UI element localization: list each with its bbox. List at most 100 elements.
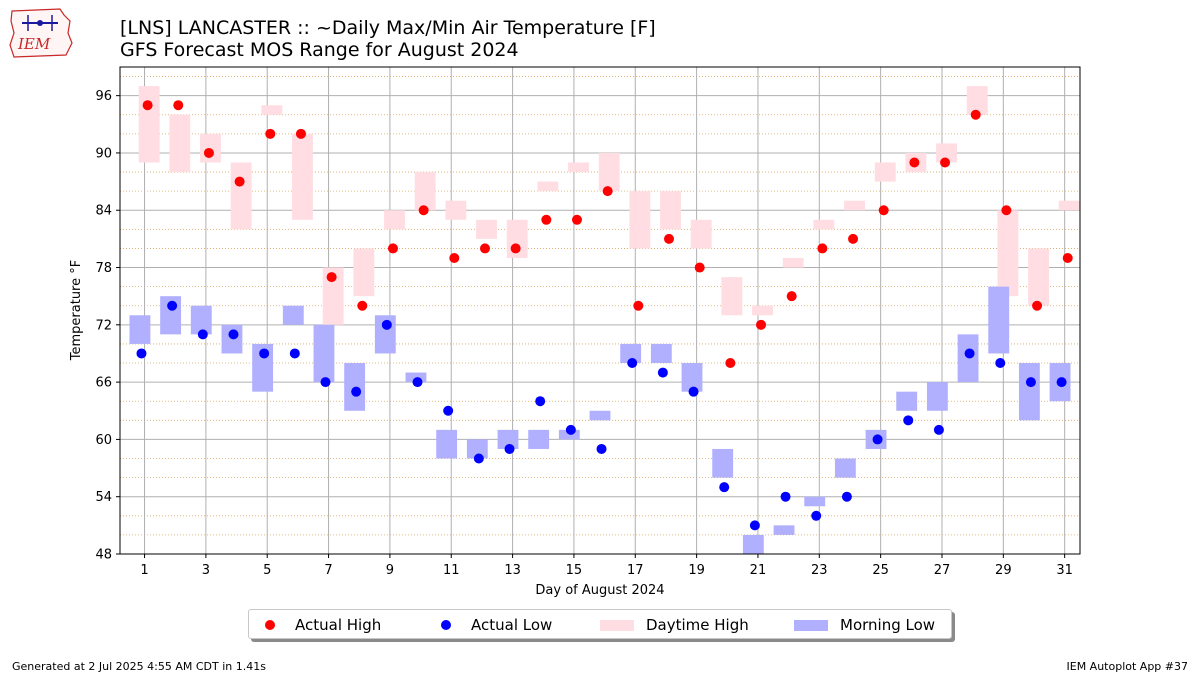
x-axis-label: Day of August 2024 <box>535 583 664 598</box>
actual-low-point <box>228 329 239 340</box>
daytime-high-range-bar <box>874 162 896 182</box>
actual-low-point <box>596 443 607 454</box>
actual-low-point <box>903 415 914 426</box>
y-axis-label: Temperature °F <box>69 260 84 361</box>
daytime-high-range-bar <box>138 86 160 163</box>
actual-low-point <box>167 300 178 311</box>
daytime-high-range-bar <box>782 257 804 268</box>
daytime-high-range-bar <box>660 191 681 230</box>
actual-low-point <box>841 491 852 502</box>
daytime-high-range-bar <box>813 219 835 230</box>
morning-low-range-bar <box>650 343 672 364</box>
morning-low-range-bar <box>466 439 488 459</box>
daytime-high-range-bar <box>629 191 651 249</box>
daytime-high-range-bar <box>537 181 559 192</box>
y-tick-label: 54 <box>95 490 112 505</box>
actual-low-point <box>565 424 576 435</box>
daytime-high-range-bar <box>169 114 191 173</box>
actual-high-point <box>848 233 859 244</box>
daytime-high-range-bar <box>690 219 712 249</box>
morning-low-range-bar <box>221 324 243 354</box>
actual-high-point <box>479 243 490 254</box>
chart-legend: Actual High Actual Low Daytime High Morn… <box>248 609 952 639</box>
daytime-high-range-bar <box>384 210 405 230</box>
plot-frame <box>119 66 1081 555</box>
x-tick-label: 13 <box>504 563 521 578</box>
actual-low-point <box>657 367 668 378</box>
daytime-high-range-bar <box>721 277 743 316</box>
daytime-high-range-bar <box>230 162 252 230</box>
actual-low-point <box>504 443 515 454</box>
x-tick-label: 17 <box>627 563 644 578</box>
daytime-high-range-bar <box>568 162 589 173</box>
temperature-chart: 1 3 5 7 9 11 13 15 17 19 21 23 25 27 29 31 485460667278… <box>69 66 1081 598</box>
daytime-high-range-bar <box>445 200 467 220</box>
morning-low-range-bar <box>988 286 1010 354</box>
y-tick-label: 78 <box>95 261 112 276</box>
legend-label-morning-low: Morning Low <box>840 616 936 634</box>
actual-high-point <box>203 147 214 158</box>
chart-subtitle: GFS Forecast MOS Range for August 2024 <box>120 39 519 61</box>
actual-high-point <box>418 205 429 216</box>
actual-high-points <box>142 100 1073 369</box>
actual-low-point <box>259 348 270 359</box>
actual-low-point <box>688 386 699 397</box>
actual-high-point <box>940 157 951 168</box>
actual-low-point <box>535 396 546 407</box>
morning-low-range-bar <box>681 363 703 392</box>
actual-high-point <box>571 214 582 225</box>
actual-low-point <box>1056 377 1067 388</box>
legend-marker-daytime-high <box>600 619 634 631</box>
x-tick-label: 31 <box>1056 563 1073 578</box>
actual-low-point <box>811 510 822 521</box>
actual-low-point <box>964 348 975 359</box>
morning-low-ranges <box>129 286 1071 554</box>
morning-low-range-bar <box>313 324 335 383</box>
actual-high-point <box>326 272 337 283</box>
morning-low-range-bar <box>344 363 366 411</box>
actual-low-point <box>351 386 362 397</box>
x-tick-label: 9 <box>386 563 394 578</box>
major-gridlines <box>120 67 1080 555</box>
daytime-high-range-bar <box>598 152 620 192</box>
actual-low-point <box>197 329 208 340</box>
svg-text:IEM: IEM <box>17 35 51 53</box>
actual-low-point <box>473 453 484 464</box>
morning-low-range-bar <box>773 525 795 535</box>
minor-gridlines <box>120 76 1080 536</box>
legend-label-actual-high: Actual High <box>295 616 382 634</box>
actual-high-point <box>142 100 153 111</box>
morning-low-range-bar <box>436 429 458 459</box>
chart-title: [LNS] LANCASTER :: ~Daily Max/Min Air Te… <box>120 17 656 39</box>
actual-high-point <box>1001 205 1012 216</box>
y-tick-label: 66 <box>95 376 112 391</box>
y-axis-ticks: 48 54 60 66 72 78 84 90 96 <box>95 89 120 563</box>
morning-low-range-bar <box>742 534 764 554</box>
legend-marker-actual-high <box>265 620 275 630</box>
actual-high-point <box>1032 300 1043 311</box>
x-tick-label: 7 <box>324 563 332 578</box>
actual-low-point <box>780 491 791 502</box>
x-axis-ticks: 1 3 5 7 9 11 13 15 17 19 21 23 25 27 29 31 <box>140 554 1073 578</box>
daytime-high-range-bar <box>1028 248 1050 306</box>
legend-item-morning-low: Morning Low <box>794 615 935 635</box>
x-tick-label: 15 <box>566 563 583 578</box>
daytime-high-range-bar <box>292 133 313 220</box>
morning-low-range-bar <box>497 429 519 449</box>
morning-low-range-bar <box>620 343 642 364</box>
actual-low-points <box>136 300 1067 531</box>
morning-low-range-bar <box>712 448 734 478</box>
daytime-high-range-bar <box>353 248 375 297</box>
legend-label-daytime-high: Daytime High <box>646 616 749 634</box>
y-tick-label: 90 <box>95 146 112 161</box>
daytime-high-ranges <box>138 86 1080 325</box>
actual-low-point <box>412 377 423 388</box>
actual-high-point <box>756 319 767 330</box>
x-tick-label: 1 <box>140 563 148 578</box>
actual-high-point <box>694 262 705 273</box>
y-tick-label: 96 <box>95 89 112 104</box>
actual-high-point <box>664 233 675 244</box>
daytime-high-range-bar <box>476 219 497 239</box>
actual-high-point <box>265 128 276 139</box>
y-tick-label: 48 <box>95 548 112 563</box>
